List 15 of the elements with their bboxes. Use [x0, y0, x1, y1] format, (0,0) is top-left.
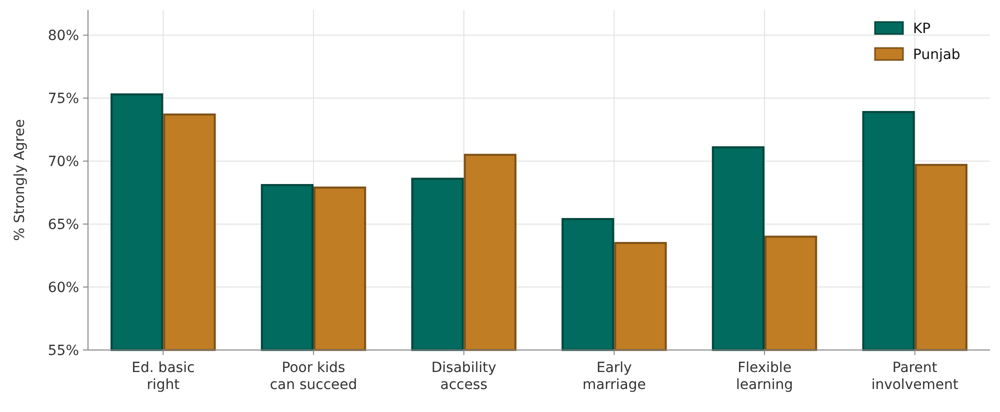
legend-label: Punjab: [913, 46, 960, 63]
x-tick-label: Poor kids can succeed: [270, 360, 358, 393]
legend-label: KP: [913, 20, 931, 37]
x-tick-label: Flexible learning: [736, 360, 794, 393]
y-tick-label: 55%: [48, 342, 79, 359]
y-tick-label: 75%: [48, 91, 79, 108]
x-tick-label: Ed. basic right: [132, 360, 195, 393]
y-axis-title: % Strongly Agree: [12, 119, 28, 241]
y-tick-label: 80%: [48, 28, 79, 44]
y-tick-label: 65%: [48, 216, 79, 233]
y-tick-label: 60%: [48, 280, 79, 296]
y-tick-label: 70%: [48, 154, 79, 170]
x-tick-label: Disability access: [431, 360, 496, 393]
x-tick-label: Parent involvement: [871, 360, 959, 393]
x-tick-label: Early marriage: [582, 360, 646, 393]
